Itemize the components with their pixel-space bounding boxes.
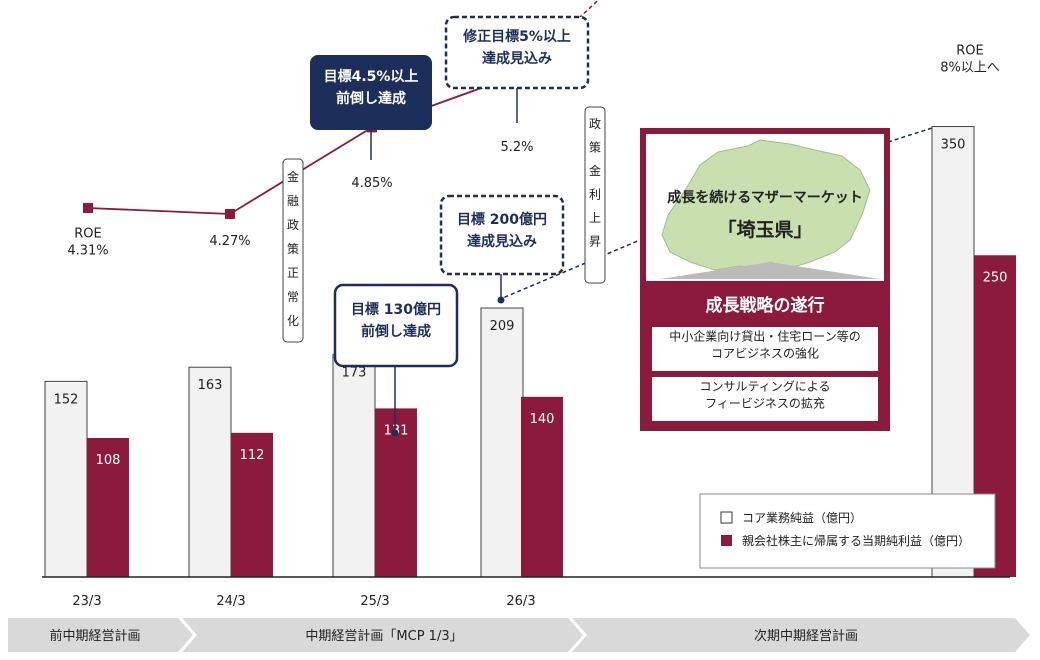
timeline-next [572,618,1030,652]
bar-core-24/3 [188,366,232,578]
svg-text:次期中期経営計画: 次期中期経営計画 [754,628,858,644]
label-core-25/3: 173 [342,365,367,380]
label-core-26/3: 209 [490,319,515,334]
svg-text:「埼玉県」: 「埼玉県」 [717,218,812,241]
bar-core-26/3 [480,307,524,578]
label-core-24/3: 163 [198,378,223,393]
map-shadow [660,262,880,279]
x-tick-23/3: 23/3 [72,594,101,609]
roe-label-2: 4.85% [351,176,392,191]
svg-text:政策金利上昇: 政策金利上昇 [589,117,601,249]
profit-200-callout: 目標 200億円達成見込み [439,194,565,304]
timeline-current [182,618,583,652]
roe-label-1: 4.27% [209,234,250,249]
legend: コア業務純益（億円） 親会社株主に帰属する当期純利益（億円） [699,493,996,569]
label-net-next: 250 [983,270,1008,285]
x-tick-26/3: 26/3 [506,594,535,609]
svg-text:修正目標5%以上達成見込み: 修正目標5%以上達成見込み [462,28,571,67]
svg-text:金融政策正常化: 金融政策正常化 [287,169,299,328]
label-net-24/3: 112 [240,448,265,463]
monetary-normalization-label: 金融政策正常化 [282,158,304,343]
bar-core-23/3 [44,380,88,578]
svg-text:コンサルティングによるフィービジネスの拡充: コンサルティングによるフィービジネスの拡充 [700,380,831,411]
bar-core-25/3 [332,353,376,578]
profit-130-callout: 目標 130億円前倒し達成 [333,283,459,437]
svg-text:コア業務純益（億円）: コア業務純益（億円） [742,511,862,525]
legend-swatch-net [721,535,732,546]
svg-text:中小企業向け貸出・住宅ローン等のコアビジネスの強化: 中小企業向け貸出・住宅ローン等のコアビジネスの強化 [669,329,860,361]
roe-point-1 [225,208,235,219]
svg-text:前中期経営計画: 前中期経営計画 [49,628,140,644]
label-core-23/3: 152 [54,392,79,407]
svg-text:目標 130億円前倒し達成: 目標 130億円前倒し達成 [351,301,441,340]
svg-text:親会社株主に帰属する当期純利益（億円）: 親会社株主に帰属する当期純利益（億円） [742,533,970,548]
x-tick-25/3: 25/3 [360,594,389,609]
policy-rate-rise-label: 政策金利上昇 [584,106,606,284]
roe-label-4: ROE 8%以上へ [940,44,1000,76]
roe-revised-callout: 修正目標5%以上達成見込み [444,15,590,123]
label-net-26/3: 140 [530,412,555,427]
legend-swatch-core [720,511,733,524]
svg-text:目標4.5%以上前倒し達成: 目標4.5%以上前倒し達成 [324,68,419,107]
x-tick-labels: 23/3 24/3 25/3 26/3 [72,594,535,609]
x-tick-24/3: 24/3 [216,594,245,609]
label-core-next: 350 [941,138,966,153]
svg-text:成長を続けるマザーマーケット: 成長を続けるマザーマーケット [667,189,862,206]
roe-point-0 [83,203,93,213]
label-net-23/3: 108 [96,453,121,468]
bar-net-24/3 [231,432,273,577]
roe-target-callout: 目標4.5%以上前倒し達成 [310,55,432,160]
timeline-previous [8,618,193,652]
roe-label-3: 5.2% [500,140,533,155]
svg-text:中期経営計画「MCP 1/3」: 中期経営計画「MCP 1/3」 [305,628,462,644]
timeline: 前中期経営計画 中期経営計画「MCP 1/3」 次期中期経営計画 [8,618,1030,652]
bars: 152163173209350108112131140250 [44,126,1016,578]
svg-text:目標 200億円達成見込み: 目標 200億円達成見込み [457,211,547,250]
strategy-panel: 成長を続けるマザーマーケット 「埼玉県」 成長戦略の遂行 中小企業向け貸出・住宅… [640,128,890,431]
bar-net-25/3 [375,408,417,577]
bar-net-23/3 [87,438,129,577]
svg-text:成長戦略の遂行: 成長戦略の遂行 [706,295,825,316]
outlook-connector [497,127,933,301]
bar-net-26/3 [521,396,563,577]
roe-label-0: ROE 4.31% [67,227,108,259]
